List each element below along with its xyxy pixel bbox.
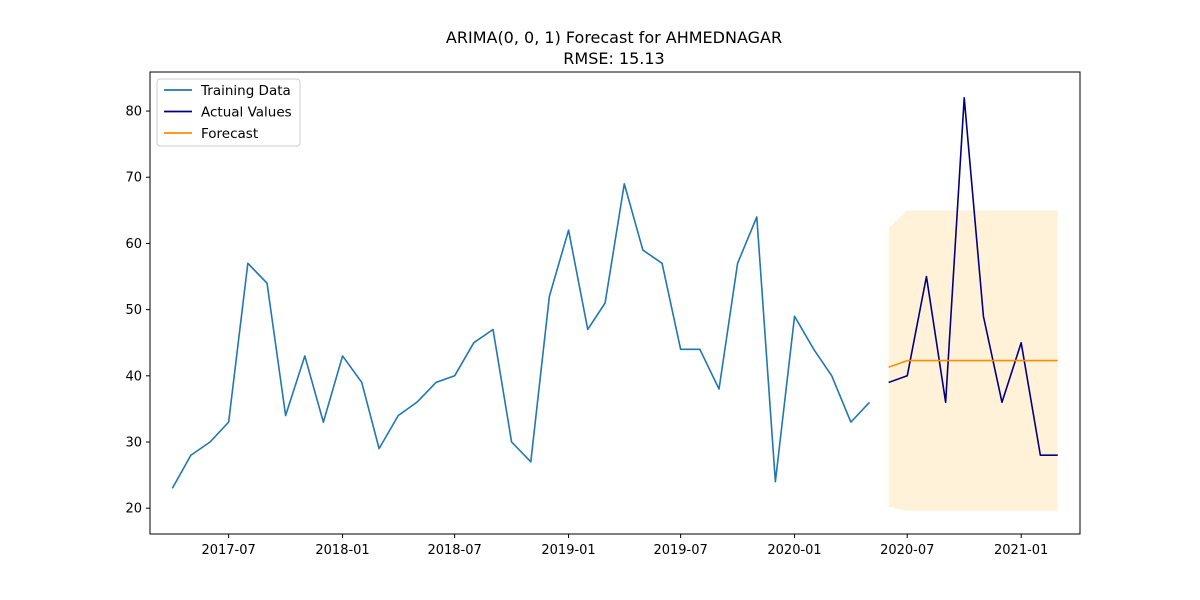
y-tick-label: 20 bbox=[125, 502, 142, 517]
y-tick-label: 80 bbox=[125, 105, 142, 120]
y-tick-label: 30 bbox=[125, 435, 142, 450]
x-tick-label: 2021-01 bbox=[994, 543, 1048, 558]
legend-label-training-data: Training Data bbox=[200, 83, 291, 99]
x-tick-label: 2017-07 bbox=[201, 543, 255, 558]
x-tick-label: 2018-07 bbox=[427, 543, 481, 558]
y-tick-label: 50 bbox=[125, 303, 142, 318]
x-tick-label: 2020-07 bbox=[880, 543, 934, 558]
actual-values-line bbox=[888, 97, 1058, 457]
y-tick-label: 60 bbox=[125, 237, 142, 252]
y-tick-label: 70 bbox=[125, 171, 142, 186]
plot-frame bbox=[149, 71, 1081, 535]
y-tick-label: 40 bbox=[125, 369, 142, 384]
x-axis: 2017-07 2018-01 2018-07 2019-01 2019-07 2020-… bbox=[201, 534, 1048, 558]
x-tick-label: 2019-01 bbox=[541, 543, 595, 558]
legend-label-forecast: Forecast bbox=[201, 126, 258, 142]
legend-label-actual-values: Actual Values bbox=[201, 105, 292, 121]
chart-subtitle: RMSE: 15.13 bbox=[563, 49, 664, 68]
training-data-line bbox=[171, 183, 871, 489]
forecast-line bbox=[888, 359, 1058, 368]
series-lines-layer bbox=[171, 97, 1058, 489]
chart-title: ARIMA(0, 0, 1) Forecast for AHMEDNAGAR bbox=[446, 28, 782, 47]
legend-box bbox=[156, 78, 301, 147]
x-tick-label: 2020-01 bbox=[767, 543, 821, 558]
x-tick-label: 2018-01 bbox=[315, 543, 369, 558]
x-tick-label: 2019-07 bbox=[653, 543, 707, 558]
legend: Training Data Actual Values Forecast bbox=[156, 78, 301, 147]
y-axis: 20 30 40 50 60 70 80 bbox=[125, 105, 150, 517]
